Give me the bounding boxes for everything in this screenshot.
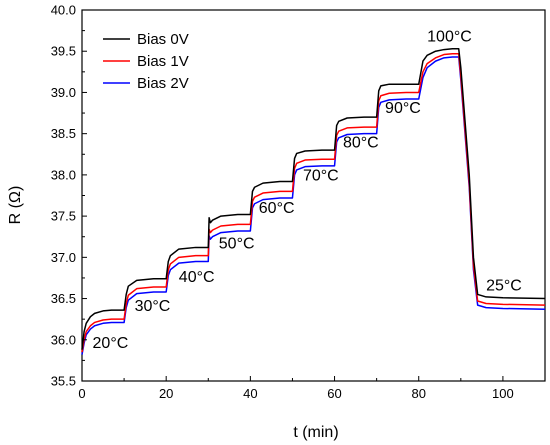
series-line-2 xyxy=(81,56,546,355)
legend: Bias 0V Bias 1V Bias 2V xyxy=(103,31,189,92)
temperature-annotation: 80°C xyxy=(343,135,379,152)
temperature-annotation: 70°C xyxy=(303,168,339,185)
x-tick-label: 100 xyxy=(492,386,514,401)
x-tick-label: 60 xyxy=(327,386,341,401)
y-tick-label: 38.0 xyxy=(51,167,76,182)
temperature-annotation: 90°C xyxy=(385,100,421,117)
y-tick-label: 40.0 xyxy=(51,3,76,18)
y-tick-label: 39.5 xyxy=(51,44,76,59)
x-tick-label: 0 xyxy=(78,386,85,401)
x-tick-label: 40 xyxy=(243,386,257,401)
x-tick-label: 20 xyxy=(159,386,173,401)
y-axis-title: R (Ω) xyxy=(7,186,24,225)
y-tick-label: 36.5 xyxy=(51,291,76,306)
temperature-annotation: 25°C xyxy=(486,277,522,294)
legend-label-0: Bias 0V xyxy=(137,31,189,48)
series-line-0 xyxy=(81,48,546,350)
temperature-annotation: 50°C xyxy=(219,235,255,252)
legend-label-2: Bias 2V xyxy=(137,75,189,92)
temperature-annotation: 40°C xyxy=(179,269,215,286)
temperature-annotation: 20°C xyxy=(93,335,129,352)
y-tick-label: 35.5 xyxy=(51,374,76,389)
y-tick-label: 38.5 xyxy=(51,126,76,141)
series-line-1 xyxy=(81,52,546,353)
y-tick-label: 36.0 xyxy=(51,332,76,347)
x-axis-title: t (min) xyxy=(293,424,338,441)
temperature-annotation: 100°C xyxy=(427,28,472,45)
x-tick-label: 80 xyxy=(411,386,425,401)
temperature-annotation: 60°C xyxy=(259,200,295,217)
y-tick-label: 37.0 xyxy=(51,250,76,265)
temperature-annotation: 30°C xyxy=(135,298,171,315)
legend-label-1: Bias 1V xyxy=(137,53,189,70)
y-tick-label: 39.0 xyxy=(51,85,76,100)
y-tick-label: 37.5 xyxy=(51,209,76,224)
